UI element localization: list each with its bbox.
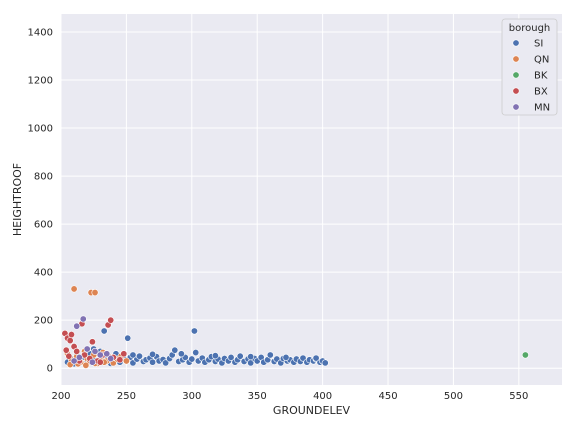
legend-entry: SI <box>534 39 543 50</box>
legend: borough SI QN BK BX MN <box>501 18 558 116</box>
legend-entry: BX <box>534 87 548 98</box>
series-mn <box>70 315 115 366</box>
x-tick-label: 300 <box>182 391 201 402</box>
data-point <box>70 285 78 293</box>
data-point <box>88 338 96 346</box>
data-point <box>116 356 124 364</box>
data-point <box>149 358 157 366</box>
data-point <box>162 359 170 367</box>
data-point <box>107 316 115 324</box>
data-point <box>67 331 75 339</box>
data-point <box>96 358 104 366</box>
data-point <box>70 357 78 365</box>
y-tick-label: 200 <box>34 316 53 327</box>
x-tick-label: 400 <box>313 391 332 402</box>
data-point <box>211 352 219 360</box>
data-point <box>83 345 91 353</box>
legend-marker <box>512 71 520 79</box>
x-tick-label: 450 <box>378 391 397 402</box>
x-tick-label: 350 <box>248 391 267 402</box>
data-point <box>103 350 111 358</box>
x-tick-label: 500 <box>444 391 463 402</box>
y-tick-label: 600 <box>34 220 53 231</box>
data-point <box>188 355 196 363</box>
x-tick-label: 200 <box>51 391 70 402</box>
data-point <box>171 346 179 354</box>
data-point <box>321 359 329 367</box>
grid <box>60 14 562 385</box>
plot-area <box>61 14 562 385</box>
legend-marker <box>512 87 520 95</box>
data-point <box>91 289 99 297</box>
data-point <box>227 353 235 361</box>
data-point <box>177 350 185 358</box>
data-point <box>82 361 90 369</box>
data-point <box>190 327 198 335</box>
legend-marker <box>512 55 520 63</box>
y-tick-label: 800 <box>34 172 53 183</box>
x-tick-label: 550 <box>509 391 528 402</box>
legend-entry: QN <box>534 55 549 66</box>
y-tick-label: 1200 <box>28 76 53 87</box>
series-bk <box>521 351 529 359</box>
data-point <box>62 346 70 354</box>
data-point <box>73 322 81 330</box>
data-point <box>122 357 130 365</box>
data-point <box>66 337 74 345</box>
data-point <box>124 334 132 342</box>
data-point <box>100 327 108 335</box>
y-tick-label: 1400 <box>28 28 53 39</box>
x-tick-label: 250 <box>117 391 136 402</box>
y-axis-label: HEIGHTROOF <box>11 163 24 236</box>
data-point <box>236 352 244 360</box>
data-point <box>79 315 87 323</box>
data-point <box>91 347 99 355</box>
data-point <box>312 354 320 362</box>
data-point <box>107 355 115 363</box>
data-point <box>73 347 81 355</box>
data-point <box>75 353 83 361</box>
x-axis-label: GROUNDELEV <box>273 404 351 417</box>
legend-title: borough <box>509 23 551 34</box>
data-point <box>129 351 137 359</box>
data-point <box>521 351 529 359</box>
y-tick-label: 1000 <box>28 124 53 135</box>
data-point <box>266 351 274 359</box>
data-point <box>247 353 255 361</box>
data-point <box>282 353 290 361</box>
tick-labels: 200 250 300 350 400 450 500 550 0 200 400 600 800 100… <box>28 28 529 402</box>
data-point <box>120 350 128 358</box>
data-points <box>61 285 529 369</box>
data-point <box>65 352 73 360</box>
legend-marker <box>512 103 520 111</box>
data-point <box>88 358 96 366</box>
y-tick-label: 0 <box>47 364 53 375</box>
legend-marker <box>512 39 520 47</box>
y-tick-label: 400 <box>34 268 53 279</box>
data-point <box>135 352 143 360</box>
legend-entry: BK <box>534 71 548 82</box>
legend-entry: MN <box>534 103 550 114</box>
data-point <box>149 350 157 358</box>
data-point <box>192 349 200 357</box>
data-point <box>96 351 104 359</box>
